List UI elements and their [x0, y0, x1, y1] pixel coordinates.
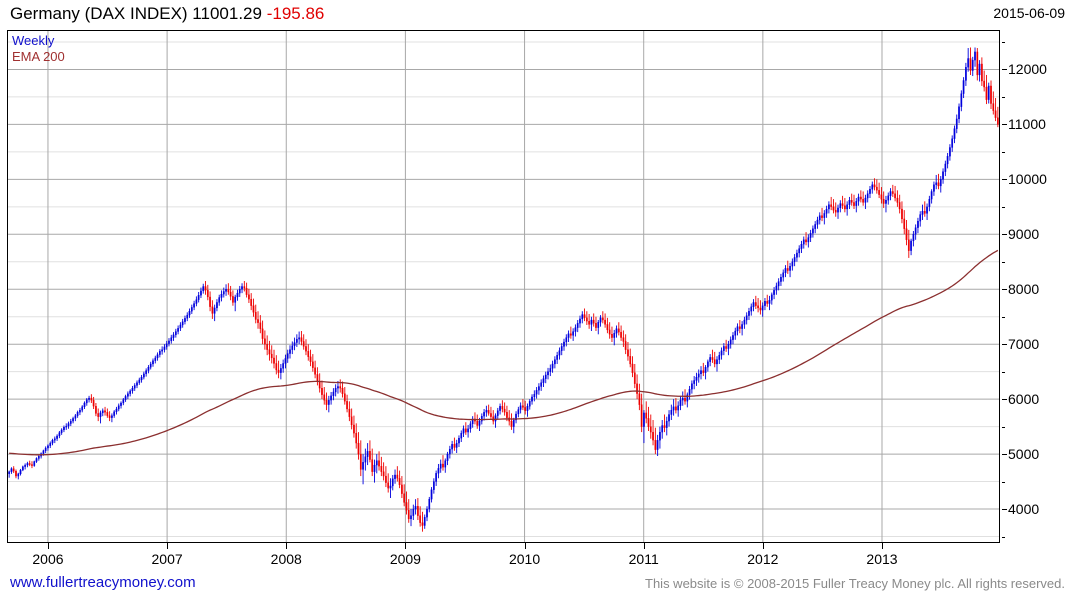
y-axis-tick [1002, 96, 1005, 98]
grid-major-lines [8, 68, 999, 510]
y-axis-tick [1002, 399, 1007, 401]
x-axis-tick [167, 543, 169, 549]
grid-vertical-lines [47, 31, 883, 542]
y-axis-label: 6000 [1008, 391, 1040, 408]
x-axis-tick [881, 543, 883, 549]
grid-minor-lines [8, 41, 999, 538]
y-axis-tick [1002, 481, 1005, 483]
y-axis-tick [1002, 344, 1007, 346]
y-axis-tick [1002, 261, 1005, 263]
legend-item-ema200: EMA 200 [12, 49, 65, 64]
chart-plot-area[interactable]: Weekly EMA 200 [7, 30, 1000, 543]
y-axis-tick [1002, 536, 1005, 538]
price-change: -195.86 [266, 4, 325, 23]
y-axis-label: 8000 [1008, 281, 1040, 298]
x-axis-tick [524, 543, 526, 549]
x-axis: 2006 2007 2008 2009 2010 2011 2012 2013 [0, 543, 1075, 569]
x-axis-label: 2012 [747, 551, 779, 567]
x-axis-label: 2010 [508, 551, 541, 567]
legend-item-weekly: Weekly [12, 33, 55, 48]
x-axis-tick [405, 543, 407, 549]
page-title: Germany (DAX INDEX) 11001.29 -195.86 [10, 4, 324, 24]
chart-header: Germany (DAX INDEX) 11001.29 -195.86 201… [0, 0, 1075, 28]
ohlc-bars [8, 47, 999, 532]
y-axis-tick [1002, 151, 1005, 153]
y-axis-label: 11000 [1008, 116, 1046, 133]
y-axis-tick [1002, 289, 1007, 291]
x-axis-label: 2008 [270, 551, 302, 567]
y-axis-tick [1002, 426, 1005, 428]
y-axis-label: 9000 [1008, 226, 1040, 243]
y-axis-tick [1002, 509, 1007, 511]
x-axis-label: 2011 [628, 551, 659, 567]
chart-legend: Weekly EMA 200 [12, 33, 65, 65]
y-axis-label: 7000 [1008, 336, 1040, 353]
y-axis-label: 12000 [1008, 61, 1047, 78]
copyright-notice: This website is © 2008-2015 Fuller Treac… [645, 576, 1065, 591]
x-axis-label: 2013 [866, 551, 898, 567]
price-chart-svg[interactable] [8, 31, 999, 542]
x-axis-label: 2009 [389, 551, 421, 567]
y-axis-tick [1002, 69, 1007, 71]
ema-200-line [9, 249, 999, 456]
y-axis-tick [1002, 124, 1007, 126]
y-axis-tick [1002, 206, 1005, 208]
site-url-link[interactable]: www.fullertreacymoney.com [10, 574, 196, 591]
y-axis-tick [1002, 371, 1005, 373]
x-axis-tick [643, 543, 645, 549]
y-axis-tick [1002, 179, 1007, 181]
instrument-title: Germany (DAX INDEX) 11001.29 [10, 4, 262, 23]
chart-footer: www.fullertreacymoney.com This website i… [0, 572, 1075, 600]
y-axis-tick [1002, 41, 1005, 43]
y-axis: 4000 5000 6000 7000 8000 9000 10000 11000 12000 [1002, 30, 1072, 543]
y-axis-label: 4000 [1008, 501, 1040, 518]
x-axis-tick [762, 543, 764, 549]
x-axis-label: 2007 [151, 551, 183, 567]
y-axis-label: 5000 [1008, 446, 1040, 463]
y-axis-tick [1002, 454, 1007, 456]
y-axis-tick [1002, 316, 1005, 318]
y-axis-label: 10000 [1008, 171, 1047, 188]
x-axis-tick [47, 543, 49, 549]
x-axis-label: 2006 [32, 551, 64, 567]
x-axis-tick [286, 543, 288, 549]
as-of-date: 2015-06-09 [993, 5, 1065, 21]
y-axis-tick [1002, 234, 1007, 236]
